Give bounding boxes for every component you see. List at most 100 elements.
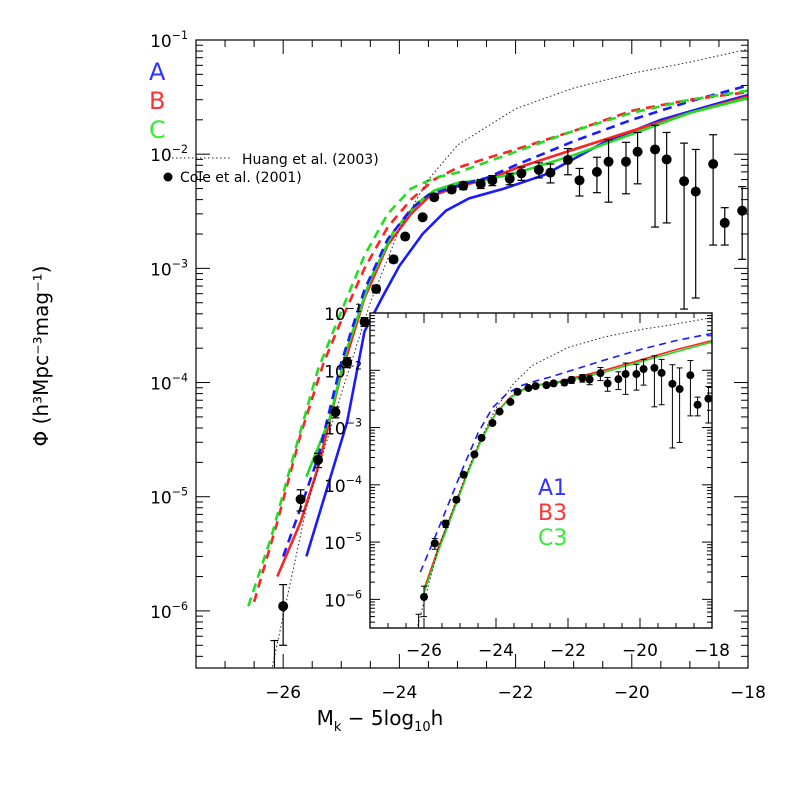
inset-data-point [693, 400, 702, 409]
y-tick-label-base: 10 [324, 534, 346, 554]
inset-data-point [531, 382, 540, 391]
inset-data-point [585, 375, 594, 384]
x-tick-label: −20 [614, 683, 650, 703]
y-tick-label-base: 10 [324, 305, 346, 325]
legend-huang-label: Huang et al. (2003) [242, 152, 379, 168]
reference-legend: Huang et al. (2003) Cole et al. (2001) [163, 152, 379, 186]
y-tick-label-exp: −2 [346, 359, 362, 372]
x-axis-label-sub: k [334, 720, 342, 735]
data-point [690, 186, 701, 197]
data-point [516, 168, 527, 179]
y-tick-label: 10−2 [150, 143, 188, 166]
y-tick-label-exp: −4 [346, 474, 362, 487]
x-axis-label-rest2: h [431, 706, 444, 730]
y-tick-label-base: 10 [324, 477, 346, 497]
y-tick-label-base: 10 [150, 375, 172, 395]
data-point [650, 144, 661, 155]
x-axis-label-sub2: 10 [414, 720, 431, 735]
inset-legend-C3: C3 [538, 526, 567, 551]
series-Huang-dotted [416, 317, 712, 628]
data-point [679, 176, 690, 187]
data-point [708, 159, 719, 170]
inset-data-point [488, 419, 497, 428]
data-point [487, 175, 498, 186]
inset-data-point [686, 371, 695, 380]
data-point [661, 154, 672, 165]
y-tick-label: 10−6 [324, 588, 362, 611]
series-Huang-dotted [271, 48, 748, 668]
inset-data-point [650, 363, 659, 372]
y-axis-label: Φ (h³Mpc⁻³mag⁻¹) [29, 266, 53, 447]
main-panel: −26 −24 −22 −20 −1810−610−510−410−310−210−1A… [29, 29, 766, 735]
data-point [417, 212, 428, 223]
y-tick-label-base: 10 [324, 420, 346, 440]
inset-data-point [420, 592, 428, 601]
data-point [295, 494, 306, 505]
y-tick-label: 10−2 [324, 359, 362, 382]
series-B-dashed [252, 90, 748, 603]
y-tick-label-exp: −5 [346, 531, 362, 544]
legend-model-A: A [149, 58, 166, 86]
legend-cole-marker [163, 172, 173, 182]
x-tick-label: −18 [730, 683, 766, 703]
data-point [388, 254, 399, 265]
x-tick-label: −26 [406, 641, 442, 661]
x-tick-label: −24 [381, 683, 417, 703]
inset-data-point [549, 379, 558, 388]
y-tick-label-exp: −5 [172, 486, 188, 499]
y-tick-label: 10−5 [150, 486, 188, 509]
inset-data-point [596, 369, 605, 378]
inset-data-point [470, 450, 479, 459]
inset-data-point [524, 384, 533, 393]
data-point [278, 601, 289, 612]
plot-frame [195, 39, 749, 669]
y-tick-label-base: 10 [324, 591, 346, 611]
inset-data-point [441, 519, 450, 528]
x-axis-label-rest: − 5log [341, 706, 414, 730]
y-tick-label-base: 10 [150, 489, 172, 509]
extra-error-bar [270, 639, 279, 668]
inset-data-point [430, 539, 439, 548]
data-point [737, 205, 748, 216]
x-tick-label: −20 [622, 641, 658, 661]
y-tick-label: 10−3 [150, 257, 188, 280]
y-tick-label: 10−1 [324, 302, 362, 325]
series-B-solid [276, 95, 748, 578]
data-point [359, 316, 370, 327]
data-point [545, 167, 556, 178]
inset-data-point [560, 378, 569, 387]
y-tick-label-exp: −2 [172, 143, 188, 156]
data-point [330, 407, 341, 418]
inset-legend-B3: B3 [538, 501, 567, 526]
inset-data-points [415, 355, 712, 628]
x-axis-label-main: M [317, 706, 334, 730]
inset-data-point [621, 370, 630, 379]
data-point [533, 164, 544, 175]
y-tick-label-exp: −4 [172, 372, 188, 385]
inset-data-point [668, 379, 677, 388]
series-A1-dashed [419, 332, 712, 573]
data-point [313, 454, 324, 465]
x-tick-label: −18 [694, 641, 730, 661]
inset-data-point [614, 375, 623, 384]
x-tick-label: −24 [478, 641, 514, 661]
inset-data-point [495, 407, 504, 416]
y-tick-label-base: 10 [150, 146, 172, 166]
data-point [475, 178, 486, 189]
y-tick-label-base: 10 [324, 362, 346, 382]
inset-panel: −26 −24 −22 −20 −1810−610−510−410−310−210−1A… [324, 302, 730, 661]
inset-legend-A1: A1 [538, 476, 567, 501]
data-point [591, 166, 602, 177]
y-tick-label-exp: −6 [346, 588, 362, 601]
inset-data-point [459, 470, 468, 479]
data-point [458, 180, 469, 191]
inset-data-point [506, 397, 515, 406]
inset-data-point [639, 365, 648, 374]
data-point [400, 231, 411, 242]
x-axis-label: Mk − 5log10h [317, 706, 444, 735]
legend-model-B: B [149, 87, 165, 115]
inset-data-point [675, 385, 684, 394]
y-tick-label-exp: −1 [346, 302, 362, 315]
legend-model-C: C [149, 116, 166, 144]
